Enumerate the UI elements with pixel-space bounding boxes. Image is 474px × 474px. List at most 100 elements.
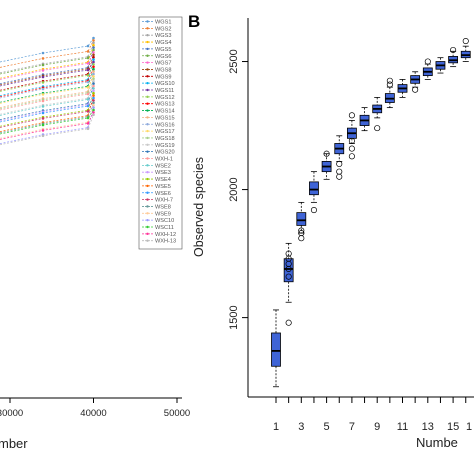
box-group xyxy=(334,135,345,180)
panel-a-line-chart: 300004000050000 mber WGS1WGS2WGS3WGS4WGS… xyxy=(0,16,190,451)
panel-a-series-line xyxy=(0,83,94,120)
panel-a-series-line xyxy=(0,88,94,116)
panel-a-series-point xyxy=(86,98,90,101)
legend-label: WGS12 xyxy=(155,95,175,101)
box-group xyxy=(271,309,281,388)
panel-a-series-point xyxy=(41,129,45,132)
panel-a-series-point xyxy=(92,96,95,100)
legend-items: WGS1WGS2WGS3WGS4WGS5WGS6WGS7WGS8WGS9WGS1… xyxy=(142,20,176,245)
panel-a-series-point xyxy=(92,36,95,40)
panel-a-series-line xyxy=(0,54,94,86)
legend-marker xyxy=(146,239,149,242)
panel-a-series-point xyxy=(86,62,90,65)
panel-a-series-point xyxy=(92,39,95,42)
panel-a-series-point xyxy=(92,87,95,90)
box-outlier xyxy=(336,173,343,180)
panel-b-x-tick-label: 3 xyxy=(298,421,304,433)
panel-a-series-point xyxy=(41,117,45,120)
box-outlier xyxy=(323,150,330,157)
panel-a-series-point xyxy=(86,56,90,60)
panel-a-series-line xyxy=(0,97,94,123)
legend-label: WXH-7 xyxy=(155,198,173,204)
legend-marker xyxy=(146,164,149,167)
box-group xyxy=(397,79,408,98)
legend-marker xyxy=(146,136,149,140)
legend-label: WGS9 xyxy=(155,74,171,80)
panel-a-series-line xyxy=(0,71,94,108)
legend-marker xyxy=(146,177,149,181)
panel-a-series-point xyxy=(86,104,90,108)
box-group xyxy=(296,201,307,242)
panel-a-series-line xyxy=(0,37,94,63)
box-outlier xyxy=(298,227,305,234)
panel-a-series-line xyxy=(0,59,94,96)
legend-label: WGS3 xyxy=(155,33,171,39)
panel-a-series-line xyxy=(0,102,94,134)
panel-a-series-point xyxy=(92,82,95,85)
panel-a-series-point xyxy=(41,69,45,72)
panel-b-y-tick-label: 2000 xyxy=(228,177,240,201)
box-group xyxy=(384,77,395,109)
legend-marker xyxy=(146,150,149,153)
legend-marker xyxy=(146,88,149,92)
panel-a-series-line xyxy=(0,66,94,98)
legend-marker xyxy=(146,102,149,105)
legend-label: WSE9 xyxy=(155,211,171,217)
legend-marker xyxy=(146,47,149,51)
legend-marker xyxy=(146,68,149,71)
panel-a-series-point xyxy=(86,44,90,48)
box-group xyxy=(410,71,421,93)
panel-a-series-point xyxy=(92,106,95,109)
panel-a-series-line xyxy=(0,109,94,135)
panel-a-series-point xyxy=(92,91,95,95)
panel-b-x-tick-clipped: 1 xyxy=(466,421,472,433)
box-group xyxy=(460,37,471,62)
panel-a-series-line xyxy=(0,42,94,74)
panel-a-series-point xyxy=(92,41,95,45)
legend-label: WGS7 xyxy=(155,61,171,67)
legend-label: WSE3 xyxy=(155,170,171,176)
panel-a-series-point xyxy=(41,105,45,108)
box-outlier xyxy=(412,86,419,93)
legend-marker xyxy=(146,225,149,229)
legend-label: WGS8 xyxy=(155,67,171,73)
panel-a-series-point xyxy=(92,65,95,69)
panel-b-x-ticks: 1 3 5 7 9 11 13 15 xyxy=(273,397,467,433)
legend-label: WSC11 xyxy=(155,225,174,231)
panel-a-series-point xyxy=(92,99,95,102)
panel-a-series-point xyxy=(92,79,95,83)
legend-marker xyxy=(146,81,149,85)
legend-label: WSE5 xyxy=(155,184,171,190)
legend-label: WXH-12 xyxy=(155,232,176,238)
panel-a-series-point xyxy=(92,51,95,54)
panel-a-series-point xyxy=(86,116,90,120)
panel-a-series-line xyxy=(0,73,94,99)
legend-label: WGS19 xyxy=(155,143,175,149)
box-group xyxy=(422,58,433,80)
panel-a-series-point xyxy=(41,99,45,103)
legend-marker xyxy=(146,116,149,119)
legend-marker xyxy=(146,218,149,222)
panel-a-series-line xyxy=(0,64,94,92)
legend-label: WGS1 xyxy=(155,20,171,26)
panel-a-series-point xyxy=(92,89,95,93)
panel-a-series-line xyxy=(0,45,94,79)
box-outlier xyxy=(298,235,305,242)
legend-label: WSE6 xyxy=(155,191,171,197)
panel-a-series-point xyxy=(86,127,90,131)
legend-label: WSE2 xyxy=(155,163,171,169)
box-iqr xyxy=(309,181,319,196)
box-outlier xyxy=(348,137,355,144)
panel-a-series-point xyxy=(41,63,45,67)
panel-b-x-tick-label: 13 xyxy=(422,421,434,433)
panel-a-series-point xyxy=(41,57,45,60)
legend-label: WGS2 xyxy=(155,26,171,32)
panel-a-series-lines xyxy=(0,36,95,146)
panel-a-series-point xyxy=(92,111,95,114)
panel-a-series-point xyxy=(92,63,95,66)
box-group xyxy=(346,112,357,160)
panel-a-series-point xyxy=(41,87,45,91)
box-outlier xyxy=(462,37,469,45)
legend-label: WSE4 xyxy=(155,177,171,183)
panel-a-series-line xyxy=(0,47,94,84)
